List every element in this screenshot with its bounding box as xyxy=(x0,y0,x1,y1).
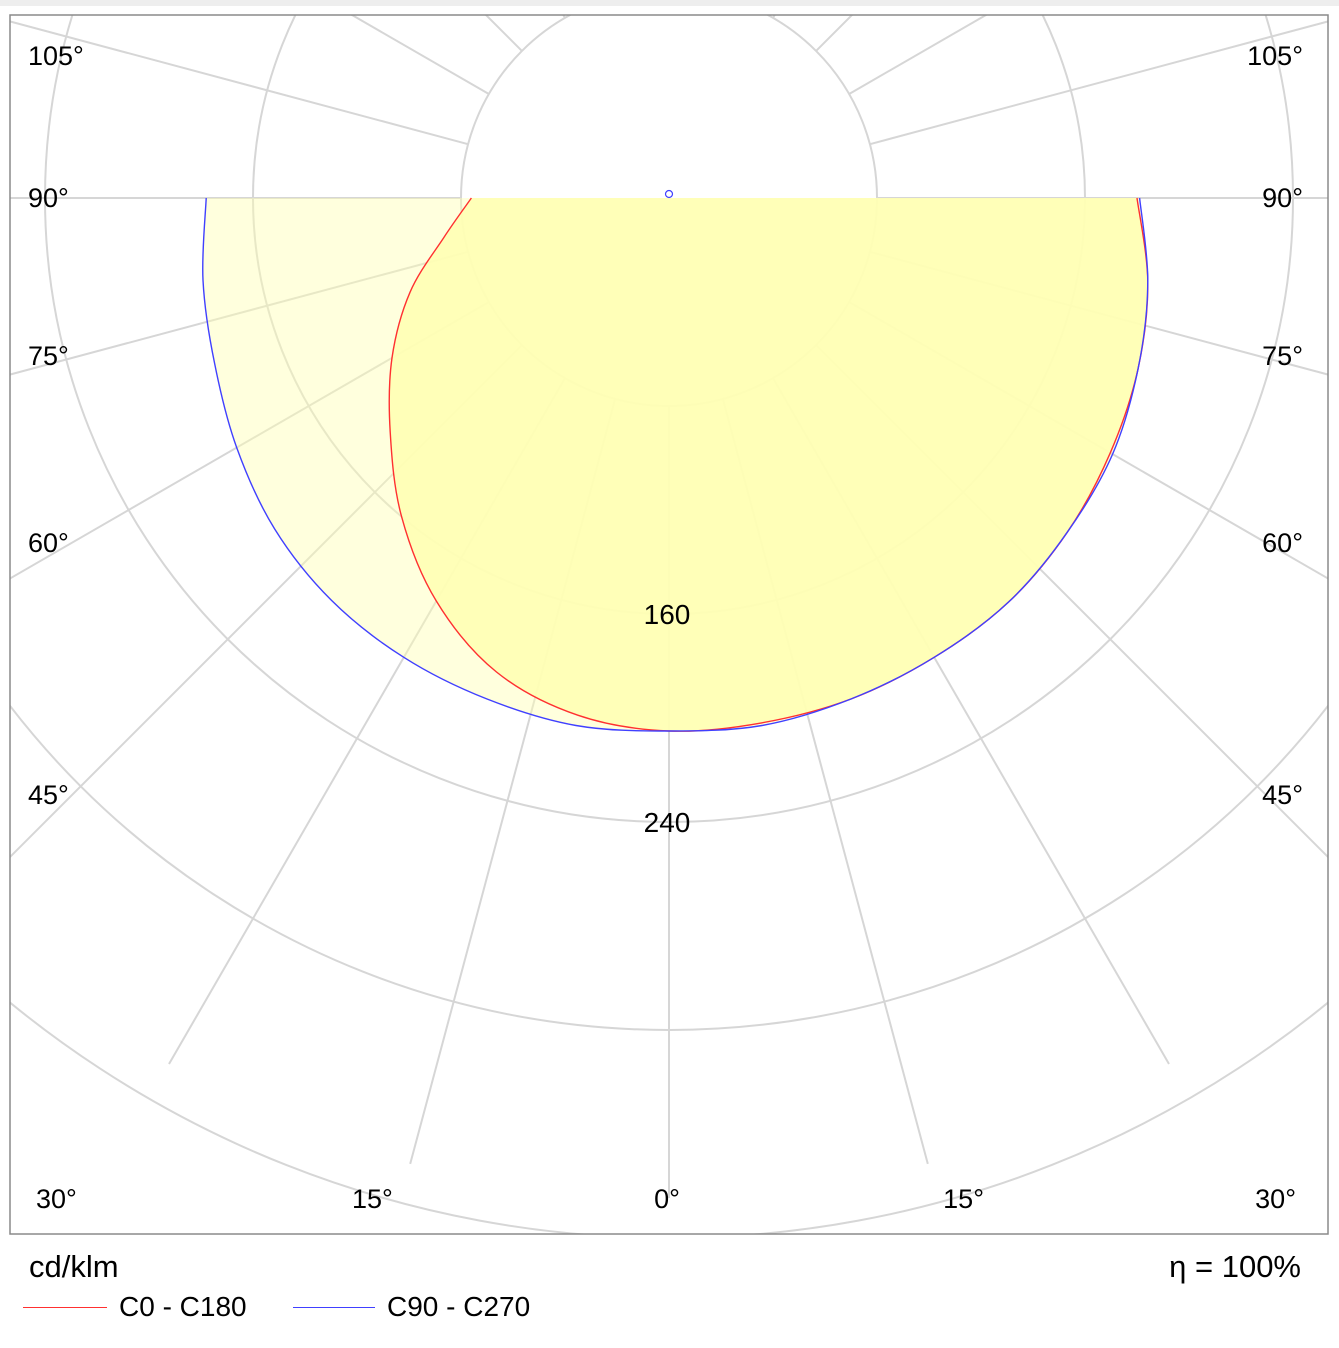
angle-label-left-5: 30° xyxy=(36,1184,77,1214)
ring-label-160: 160 xyxy=(644,599,691,630)
plot-frame xyxy=(9,14,1329,1235)
legend-swatch-c0-c180 xyxy=(23,1306,107,1308)
ring-labels: 160 240 xyxy=(644,599,691,838)
grid-spoke-285 xyxy=(10,250,469,376)
angle-label-right-1: 90° xyxy=(1262,183,1303,213)
angle-label-left-6: 15° xyxy=(352,1184,393,1214)
grid-spoke-120 xyxy=(848,15,988,95)
legend-label-c90-c270: C90 - C270 xyxy=(387,1291,531,1322)
intensity-curves xyxy=(202,189,1149,732)
angle-label-left-2: 75° xyxy=(28,341,69,371)
unit-label: cd/klm xyxy=(29,1249,119,1284)
angle-label-left-3: 60° xyxy=(28,528,69,558)
legend-item-c0-c180: C0 - C180 xyxy=(23,1290,247,1324)
legend-item-c90-c270: C90 - C270 xyxy=(293,1290,530,1324)
angle-label-right-6: 15° xyxy=(943,1184,984,1214)
angle-label-right-5: 30° xyxy=(1255,1184,1296,1214)
grid-spoke-300 xyxy=(10,301,490,580)
angle-labels: 105° 90° 75° 60° 45° 30° 15° 105° 90° 75° 60° 45° 30… xyxy=(28,41,1303,1214)
angle-label-left-1: 90° xyxy=(28,183,69,213)
grid-spoke-240 xyxy=(350,15,490,95)
angle-label-right-2: 75° xyxy=(1262,341,1303,371)
origin-marker xyxy=(664,189,674,199)
legend-label-c0-c180: C0 - C180 xyxy=(119,1291,247,1322)
curve-c90-c270 xyxy=(202,197,1149,732)
grid-spoke-105 xyxy=(869,20,1328,146)
angle-label-right-4: 45° xyxy=(1262,780,1303,810)
angle-label-left-0: 105° xyxy=(28,41,84,71)
legend-swatch-c90-c270 xyxy=(293,1306,375,1308)
angle-label-right-3: 60° xyxy=(1262,528,1303,558)
ring-label-240: 240 xyxy=(644,807,691,838)
fill-c0-c180 xyxy=(389,198,1148,732)
efficiency-label: η = 100% xyxy=(1169,1249,1301,1284)
angle-label-right-0: 105° xyxy=(1247,41,1303,71)
grid-spoke-255 xyxy=(10,20,469,146)
angle-label-bottom-center: 0° xyxy=(654,1184,680,1214)
angle-label-left-4: 45° xyxy=(28,780,69,810)
